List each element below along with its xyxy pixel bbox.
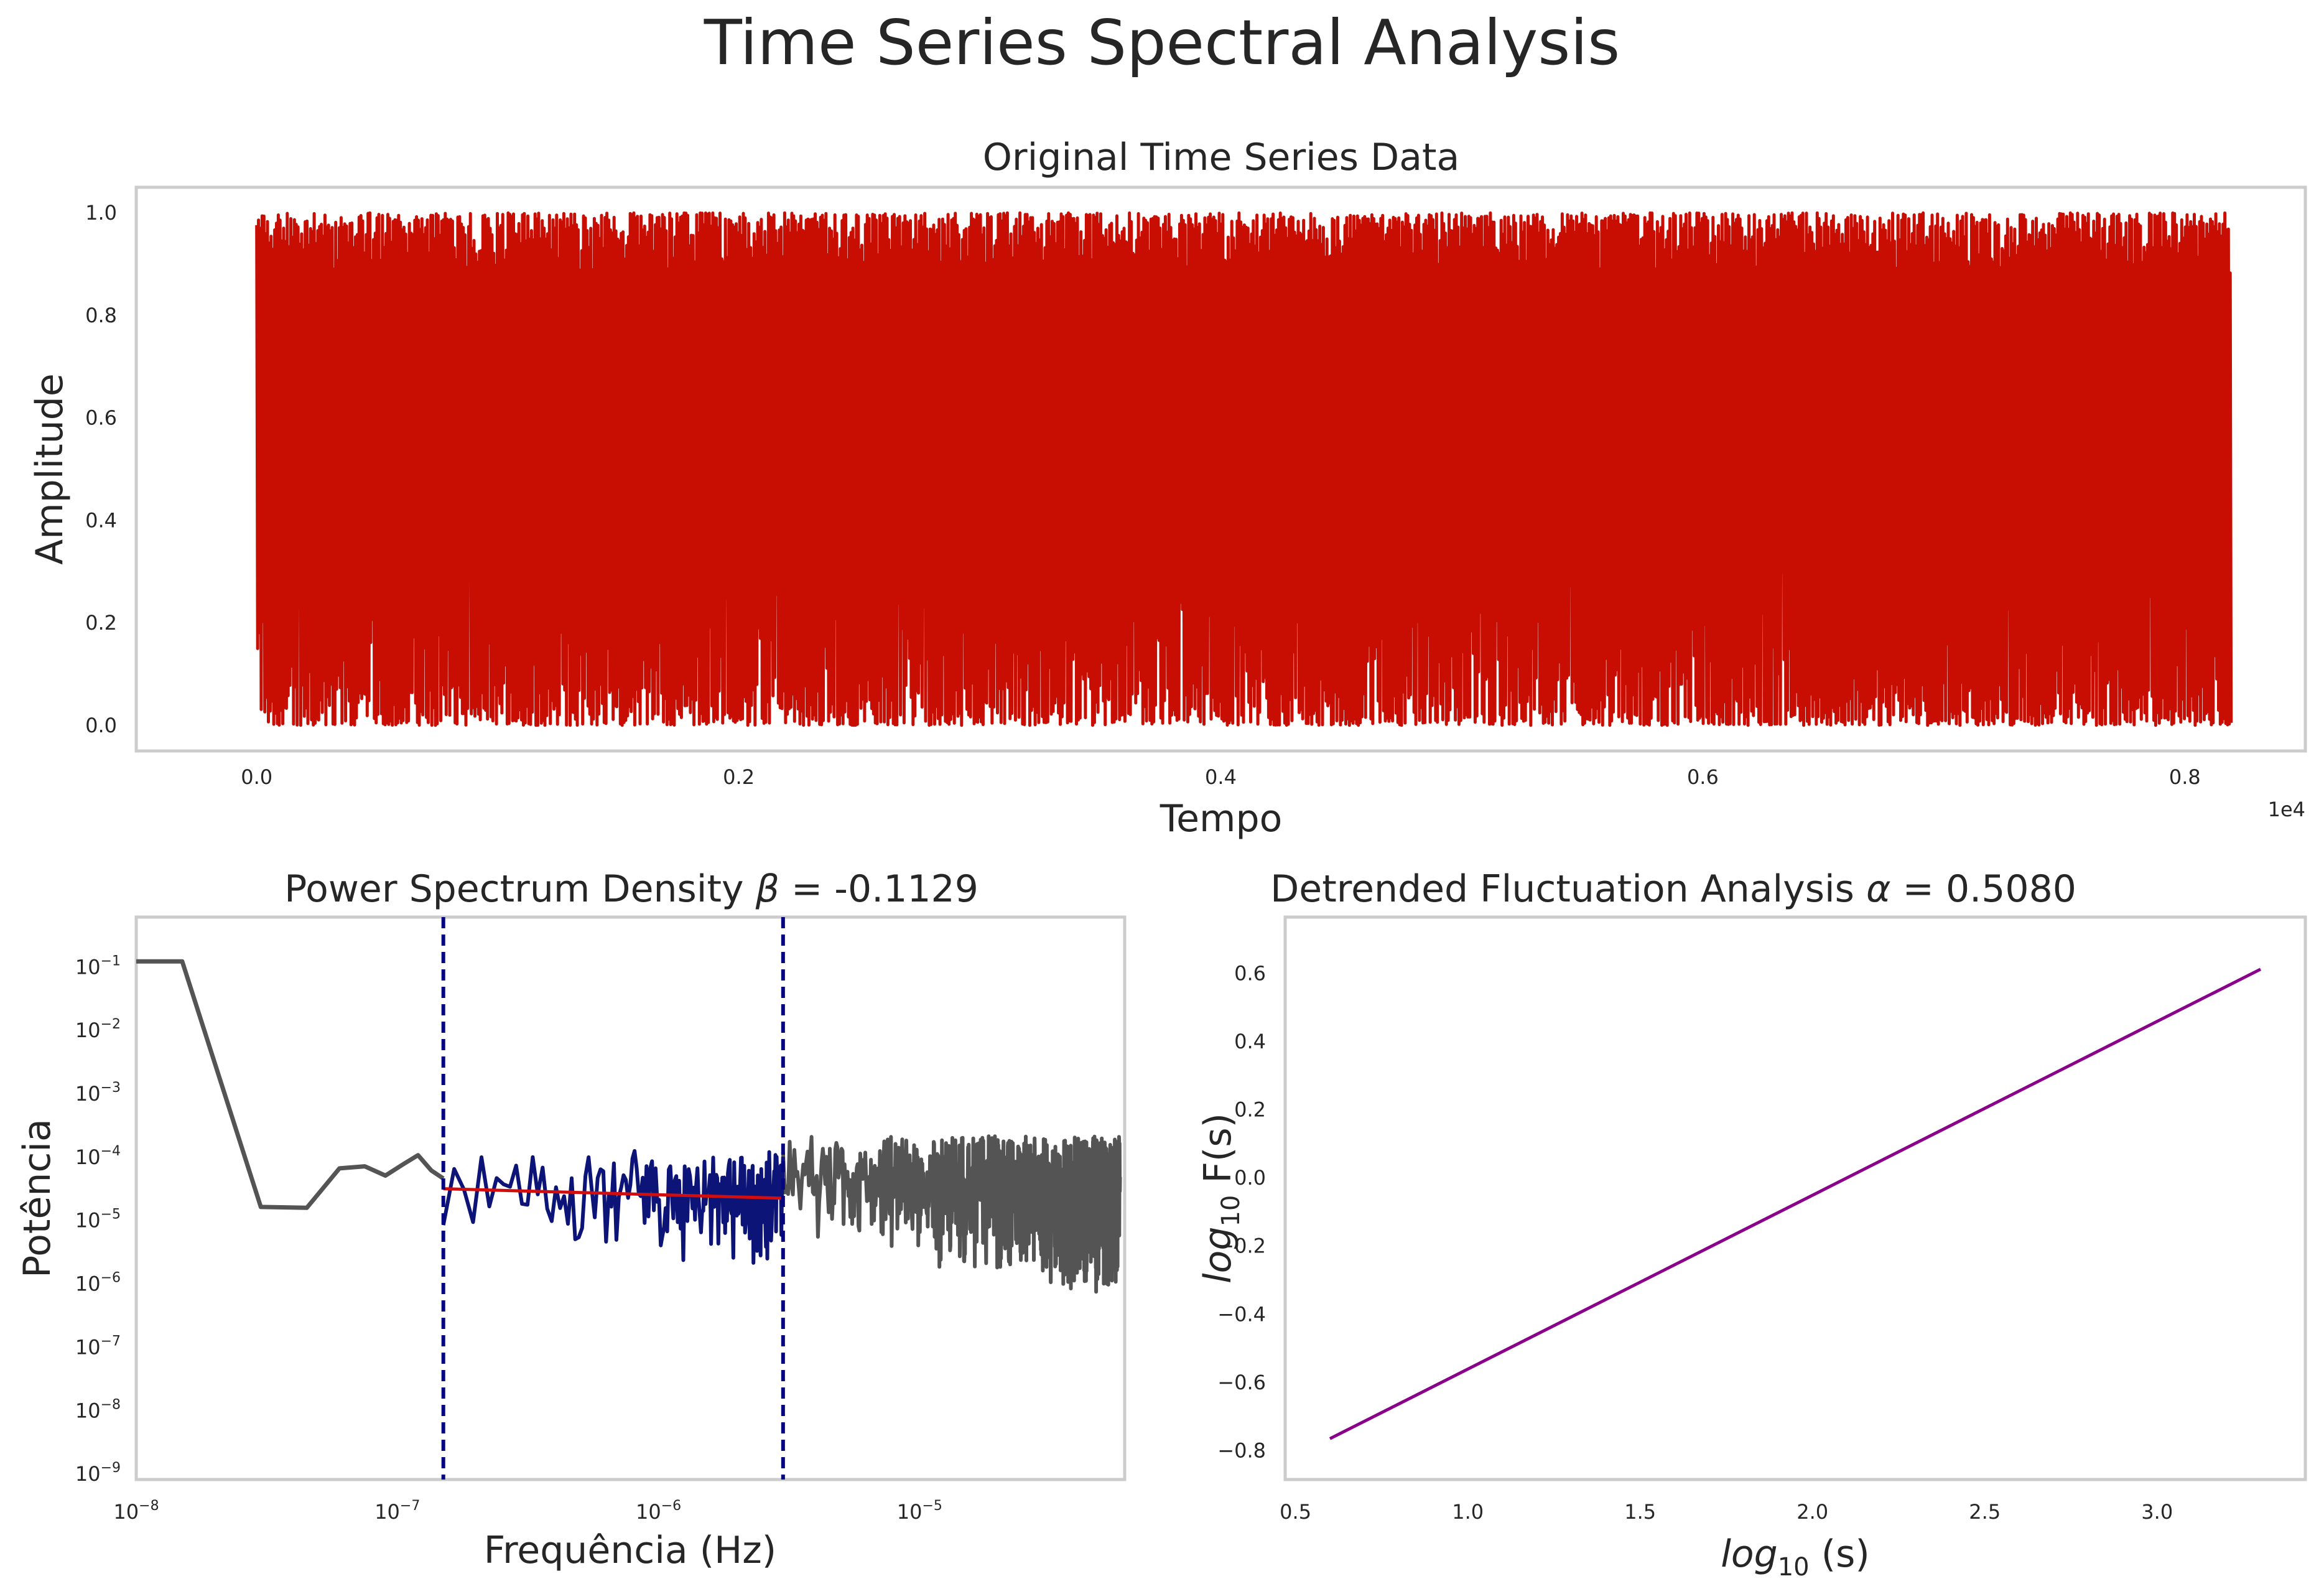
psd-series-low-frequency [136, 959, 445, 1210]
timeseries-plot-area [255, 211, 2233, 727]
psd-panel: Power Spectrum Density β = -0.1129 10−8 1… [16, 867, 1127, 1572]
dfa-panel: Detrended Fluctuation Analysis α = 0.508… [1196, 867, 2307, 1582]
timeseries-x-ticks: 0.0 0.2 0.4 0.6 0.8 [241, 765, 2200, 789]
timeseries-ytick-label: 0.0 [85, 714, 117, 737]
psd-xtick-label: 10−6 [636, 1498, 681, 1524]
dfa-ytick-label: 0.6 [1234, 961, 1266, 985]
figure-suptitle: Time Series Spectral Analysis [704, 6, 1620, 79]
timeseries-y-ticks: 0.0 0.2 0.4 0.6 0.8 1.0 [85, 201, 117, 737]
psd-ytick-label: 10−4 [75, 1144, 121, 1169]
psd-ylabel: Potência [16, 1119, 59, 1278]
dfa-xtick-label: 2.5 [1969, 1500, 2001, 1524]
dfa-frame [1283, 915, 2307, 1481]
timeseries-xtick-label: 0.0 [241, 765, 272, 789]
timeseries-x-offset: 1e4 [2268, 798, 2305, 821]
dfa-ytick-label: −0.4 [1217, 1302, 1266, 1326]
dfa-ytick-label: 0.2 [1234, 1098, 1266, 1122]
dfa-line [1329, 967, 2262, 1440]
dfa-xlabel: log10 (s) [1721, 1532, 1870, 1582]
timeseries-ylabel: Amplitude [28, 373, 72, 564]
psd-xtick-label: 10−8 [113, 1498, 159, 1524]
psd-ytick-label: 10−8 [75, 1397, 121, 1422]
dfa-title: Detrended Fluctuation Analysis α = 0.508… [1270, 867, 2076, 911]
timeseries-ytick-label: 0.4 [85, 508, 117, 532]
timeseries-ytick-label: 0.2 [85, 611, 117, 635]
psd-frame [134, 915, 1127, 1481]
timeseries-ytick-label: 1.0 [85, 201, 117, 225]
dfa-ytick-label: −0.8 [1217, 1438, 1266, 1462]
dfa-ylabel: log10 F(s) [1196, 1113, 1245, 1284]
psd-ytick-label: 10−5 [75, 1207, 121, 1233]
timeseries-xtick-label: 0.4 [1205, 765, 1237, 789]
psd-ytick-label: 10−2 [75, 1017, 121, 1042]
dfa-xtick-label: 0.5 [1280, 1500, 1311, 1524]
timeseries-frame [134, 185, 2307, 753]
psd-ytick-label: 10−1 [75, 953, 121, 979]
dfa-ytick-label: −0.2 [1217, 1234, 1266, 1258]
psd-y-ticks: 10−1 10−2 10−3 10−4 10−5 10−6 10−7 10−8 10−9 [75, 953, 121, 1486]
timeseries-ytick-label: 0.6 [85, 406, 117, 430]
dfa-ytick-label: −0.6 [1217, 1371, 1266, 1394]
psd-ytick-label: 10−6 [75, 1270, 121, 1296]
dfa-y-ticks: 0.6 0.4 0.2 0.0 −0.2 −0.4 −0.6 −0.8 [1217, 961, 1266, 1462]
dfa-xtick-label: 3.0 [2141, 1500, 2173, 1524]
psd-title: Power Spectrum Density β = -0.1129 [284, 867, 978, 911]
psd-series-fit-range [441, 1149, 785, 1265]
dfa-xtick-label: 2.0 [1796, 1500, 1828, 1524]
psd-fit-line [443, 1187, 783, 1200]
dfa-x-ticks: 0.5 1.0 1.5 2.0 2.5 3.0 [1280, 1500, 2173, 1524]
psd-ytick-label: 10−7 [75, 1333, 121, 1359]
timeseries-xtick-label: 0.2 [723, 765, 755, 789]
dfa-ytick-label: 0.0 [1234, 1166, 1266, 1190]
dfa-ytick-label: 0.4 [1234, 1030, 1266, 1053]
timeseries-ytick-label: 0.8 [85, 304, 117, 327]
psd-xtick-label: 10−7 [374, 1498, 420, 1524]
timeseries-xtick-label: 0.6 [1687, 765, 1719, 789]
psd-series-high-frequency [781, 1134, 1122, 1294]
dfa-plot-area [1329, 967, 2262, 1440]
timeseries-title: Original Time Series Data [983, 136, 1460, 179]
psd-x-ticks: 10−8 10−7 10−6 10−5 [113, 1498, 942, 1524]
dfa-xtick-label: 1.0 [1452, 1500, 1484, 1524]
psd-xtick-label: 10−5 [897, 1498, 942, 1524]
psd-ytick-label: 10−3 [75, 1080, 121, 1106]
psd-ytick-label: 10−9 [75, 1460, 121, 1486]
psd-plot-area [136, 917, 1122, 1480]
timeseries-xlabel: Tempo [1160, 797, 1283, 841]
timeseries-xtick-label: 0.8 [2169, 765, 2201, 789]
timeseries-line [255, 211, 2233, 727]
timeseries-panel: Original Time Series Data 0.0 0.2 0.4 0.6 0.… [28, 136, 2307, 841]
psd-xlabel: Frequência (Hz) [484, 1529, 776, 1572]
dfa-xtick-label: 1.5 [1624, 1500, 1656, 1524]
